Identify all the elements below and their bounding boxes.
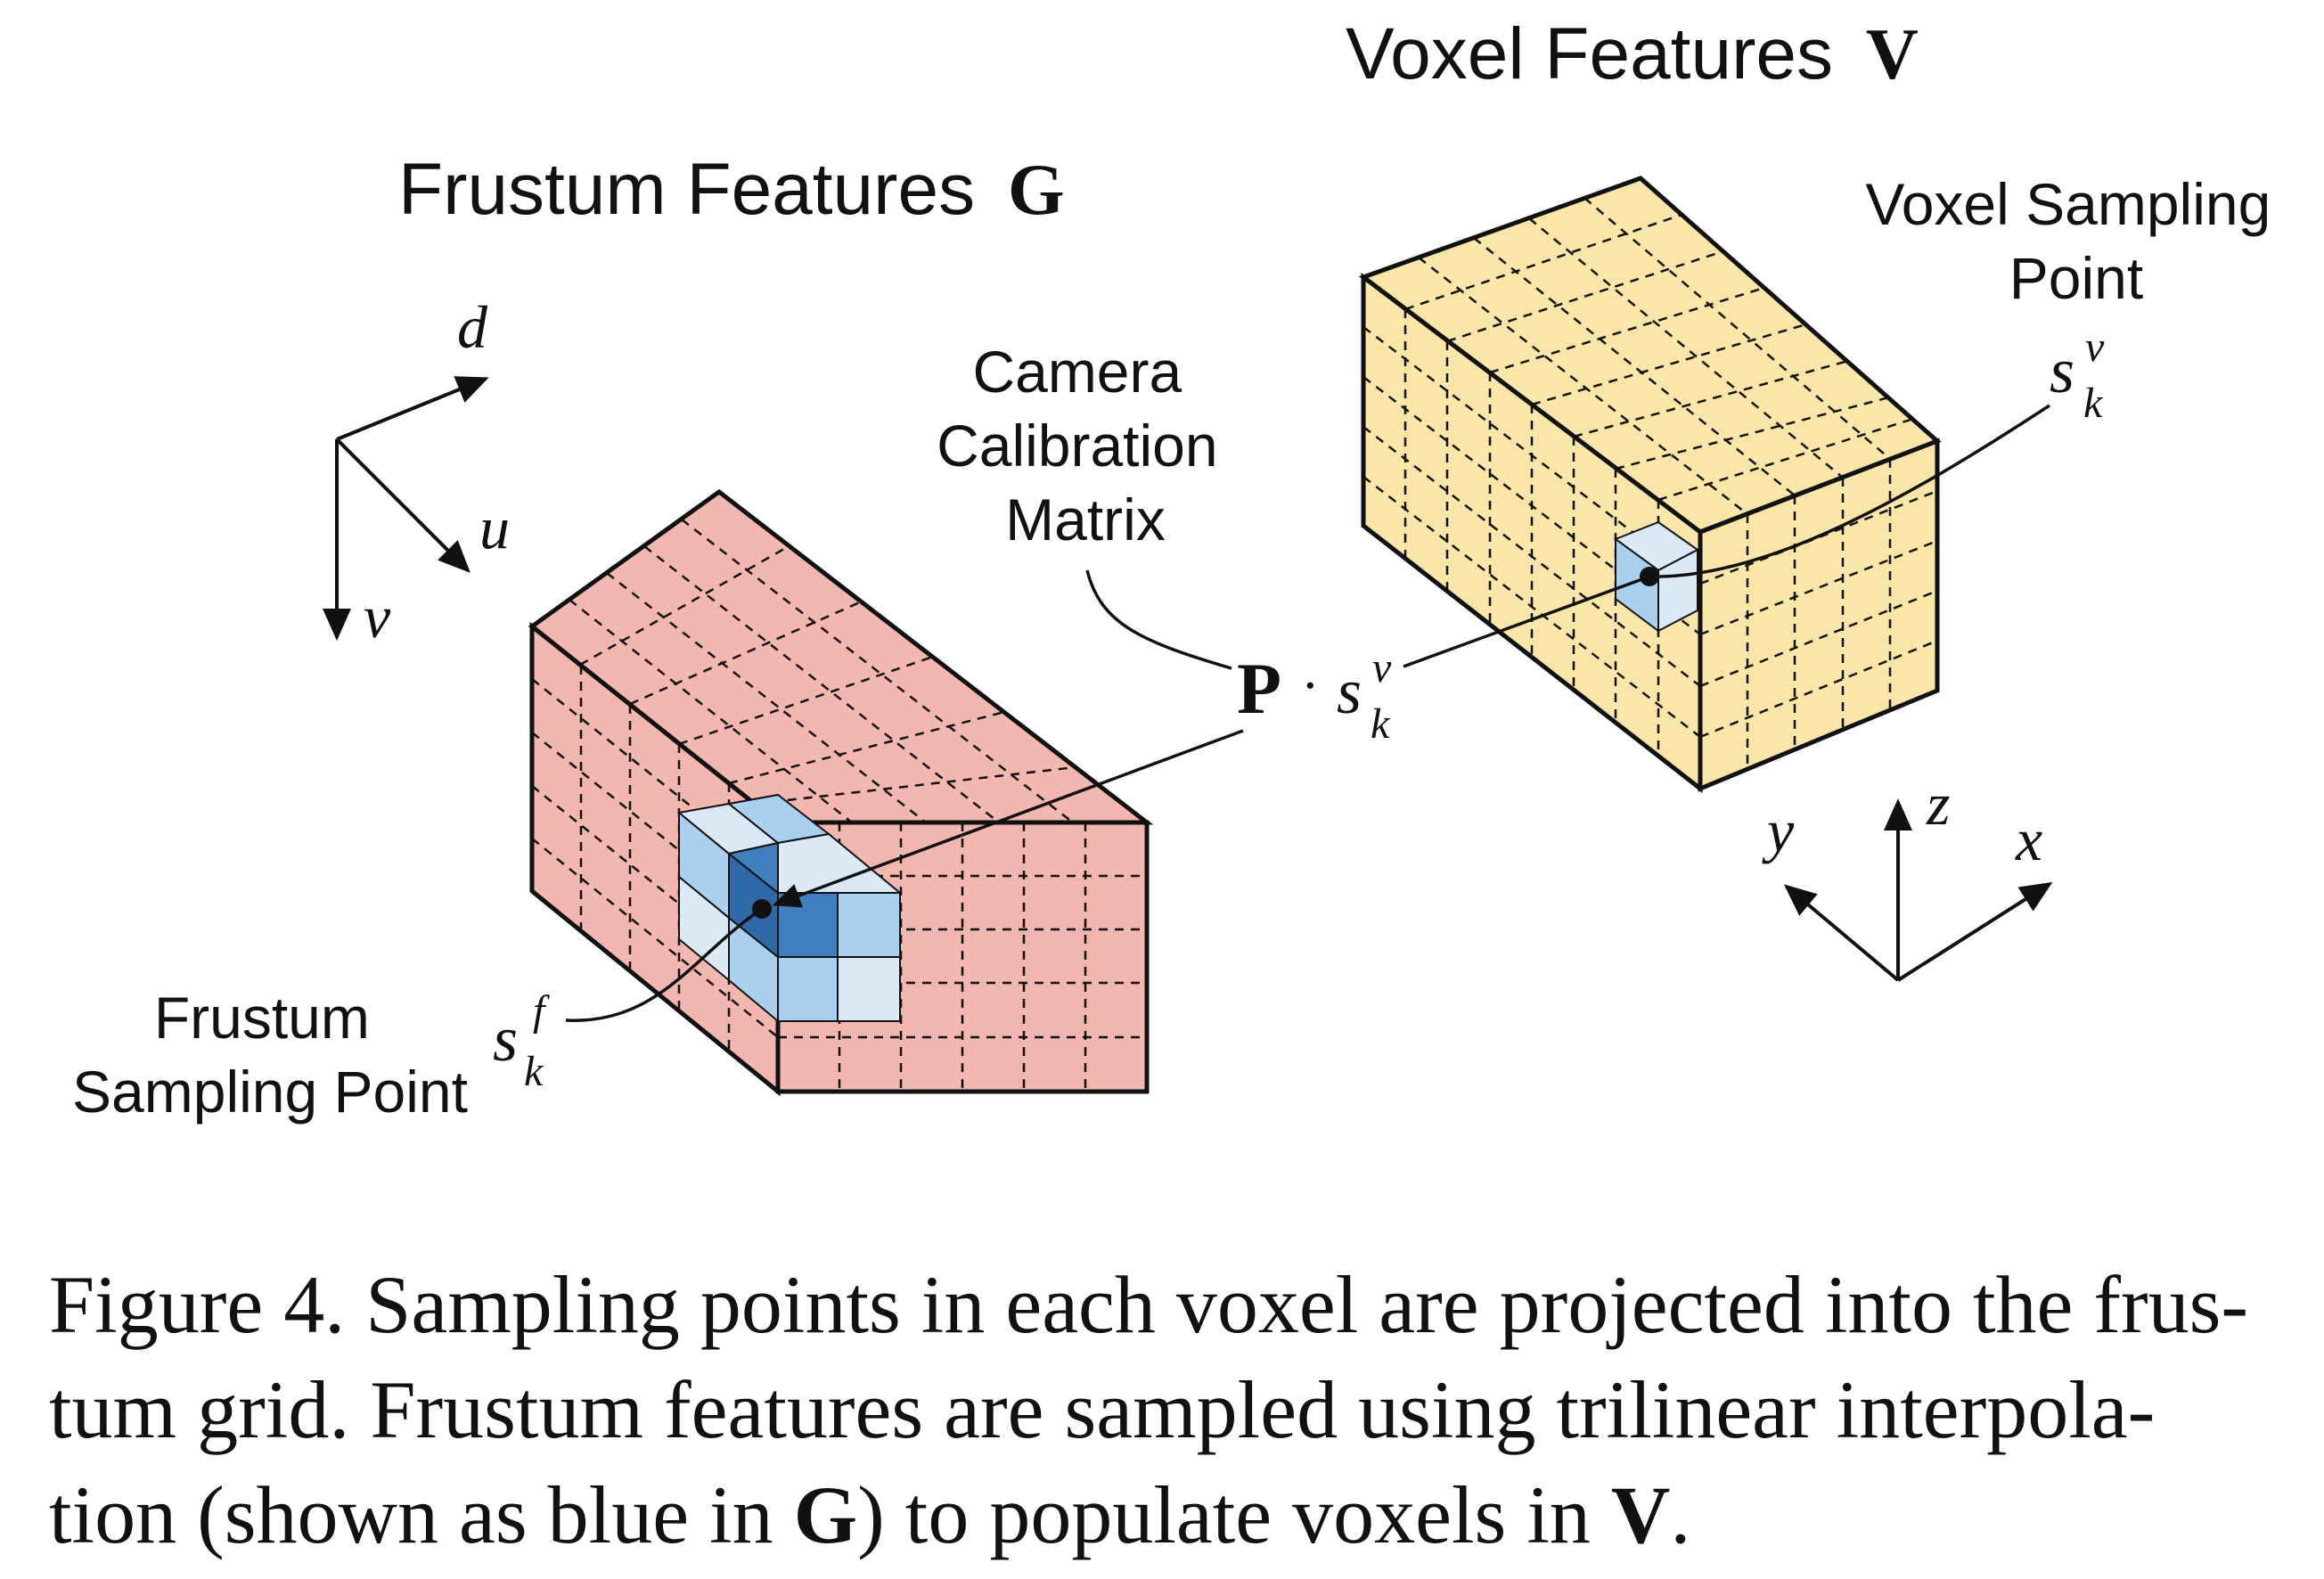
svg-text:v: v [1372,644,1392,691]
voxel-right-face [1698,438,1940,792]
caption-line-2: tum grid. Frustum features are sampled u… [49,1364,2156,1455]
camera-leader [1085,569,1232,670]
voxel-sp-leader [1649,404,2050,578]
trilinear-cells [676,793,903,1024]
frustum-axes [323,376,489,641]
projection-arrow [772,729,1244,908]
camera-label: Camera Calibration Matrix [937,339,1234,552]
svg-text:x: x [2015,806,2042,873]
voxel-sk-label: s v k [2050,323,2105,427]
svg-text:v: v [2085,323,2105,371]
voxel-cell [1613,520,1699,633]
voxel-to-projection-line [1403,575,1650,668]
voxel-grid [1362,197,1938,769]
svg-text:P: P [1237,648,1281,729]
voxel-sampling-label: Voxel Sampling Point [1865,171,2287,311]
frustum-axis-labels: d u v [364,293,510,650]
svg-text:z: z [1926,770,1950,838]
projection-label: P · s v k [1237,644,1392,748]
frustum-box [528,488,1154,1097]
svg-text:k: k [2083,380,2104,427]
caption-line-1: Figure 4. Sampling points in each voxel … [49,1259,2249,1350]
svg-text:·: · [1301,656,1320,716]
voxel-title: Voxel Features V [1346,13,1919,94]
svg-text:s: s [1337,656,1362,727]
svg-text:y: y [1762,797,1795,864]
svg-text:u: u [479,494,510,561]
svg-text:f: f [533,987,550,1035]
voxel-axis-labels: z x y [1762,770,2042,873]
frustum-sp-leader [565,907,763,1022]
figure-caption: Figure 4. Sampling points in each voxel … [49,1252,2277,1567]
svg-text:k: k [1371,700,1391,748]
svg-text:s: s [493,1003,518,1075]
voxel-axes [1783,798,2053,982]
frustum-sampling-label: Frustum Sampling Point [72,985,468,1125]
svg-text:v: v [364,583,391,650]
frustum-sk-label: s f k [493,987,550,1095]
connectors [565,404,2050,1022]
svg-text:k: k [524,1048,544,1095]
voxel-box [1358,176,1942,794]
svg-text:s: s [2050,335,2074,406]
frustum-title: Frustum Features G [398,149,1065,230]
svg-text:d: d [457,293,488,361]
caption-line-3: tion (shown as blue in G) to populate vo… [49,1469,1691,1560]
